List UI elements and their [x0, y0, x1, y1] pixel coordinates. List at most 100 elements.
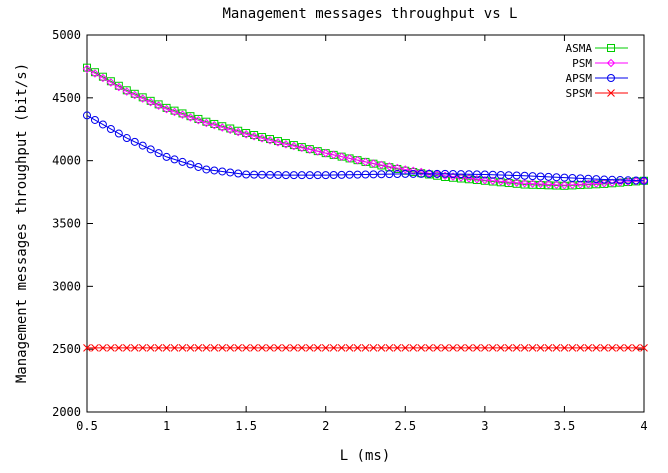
point-apsm [210, 166, 219, 175]
point-asma [83, 63, 91, 72]
y-tick-label: 5000 [52, 28, 81, 42]
point-spsm [146, 344, 155, 352]
point-spsm [99, 344, 107, 352]
point-apsm [385, 170, 394, 179]
point-psm [536, 179, 545, 189]
point-asma [98, 72, 107, 81]
point-spsm [465, 344, 473, 352]
point-spsm [393, 344, 402, 352]
point-spsm [162, 344, 171, 352]
point-spsm [226, 344, 235, 352]
point-apsm [337, 170, 346, 179]
point-spsm [107, 344, 115, 352]
series-line-apsm [86, 114, 645, 182]
point-apsm [242, 170, 251, 179]
point-apsm [401, 169, 410, 178]
y-tick-label: 2000 [52, 405, 81, 419]
point-psm [560, 180, 569, 190]
point-apsm [154, 149, 163, 158]
point-spsm [512, 344, 521, 352]
point-spsm [83, 344, 91, 352]
point-psm [512, 178, 521, 187]
point-apsm [122, 134, 131, 143]
point-psm [218, 123, 227, 132]
point-psm [528, 179, 537, 188]
point-spsm [345, 344, 354, 352]
point-spsm [138, 344, 147, 352]
point-spsm [361, 344, 370, 352]
point-asma [544, 181, 553, 190]
point-psm [226, 125, 235, 134]
point-psm [273, 138, 283, 147]
point-spsm [600, 344, 609, 352]
x-tick-label: 1 [163, 419, 170, 433]
point-apsm [321, 171, 330, 180]
point-psm [257, 134, 267, 143]
point-spsm [608, 344, 617, 352]
point-spsm [433, 344, 441, 352]
point-psm [592, 179, 601, 188]
point-asma [528, 180, 537, 189]
point-psm [146, 97, 155, 107]
point-psm [122, 87, 131, 96]
point-apsm [528, 172, 537, 181]
x-tick-label: 2.5 [394, 419, 416, 433]
point-apsm [568, 174, 577, 183]
point-psm [544, 180, 553, 189]
point-psm [98, 73, 108, 83]
point-psm [329, 150, 338, 160]
point-apsm [329, 170, 338, 179]
point-apsm [600, 175, 609, 184]
point-psm [552, 180, 561, 190]
point-spsm [266, 344, 274, 352]
point-psm [249, 132, 259, 141]
point-apsm [186, 160, 195, 169]
point-spsm [504, 344, 513, 352]
point-spsm [520, 344, 529, 352]
point-spsm [417, 344, 426, 352]
series-spsm [83, 344, 648, 352]
point-spsm [122, 344, 131, 352]
point-spsm [457, 344, 465, 352]
point-apsm [512, 171, 521, 180]
point-psm [432, 170, 442, 179]
point-apsm [218, 167, 227, 176]
point-spsm [353, 344, 362, 352]
point-spsm [552, 344, 561, 352]
point-spsm [202, 344, 211, 352]
point-psm [154, 101, 163, 110]
point-psm [114, 82, 124, 92]
point-apsm [536, 172, 545, 181]
chart-title: Management messages throughput vs L [222, 6, 517, 22]
point-apsm [313, 171, 322, 180]
point-apsm [170, 155, 179, 164]
legend-label-psm: PSM [572, 57, 592, 70]
point-psm [210, 121, 219, 130]
point-spsm [290, 344, 298, 352]
point-apsm [393, 169, 402, 178]
point-apsm [441, 169, 450, 178]
point-spsm [624, 344, 632, 352]
point-apsm [194, 162, 203, 171]
point-psm [440, 171, 450, 180]
point-spsm [496, 344, 505, 352]
point-asma [552, 181, 561, 190]
point-asma [106, 77, 115, 86]
point-spsm [425, 344, 434, 352]
point-psm [496, 177, 505, 186]
point-spsm [401, 344, 410, 352]
x-tick-label: 0.5 [76, 419, 98, 433]
point-spsm [91, 344, 99, 352]
point-spsm [282, 344, 290, 352]
point-spsm [305, 344, 314, 352]
point-apsm [496, 170, 505, 179]
point-asma [456, 174, 465, 183]
point-apsm [138, 141, 147, 150]
series-layer [82, 63, 649, 352]
point-apsm [353, 170, 362, 179]
point-psm [369, 159, 378, 168]
series-line-psm [86, 68, 645, 186]
point-psm [584, 179, 593, 189]
point-apsm [250, 170, 259, 179]
point-psm [472, 175, 482, 184]
